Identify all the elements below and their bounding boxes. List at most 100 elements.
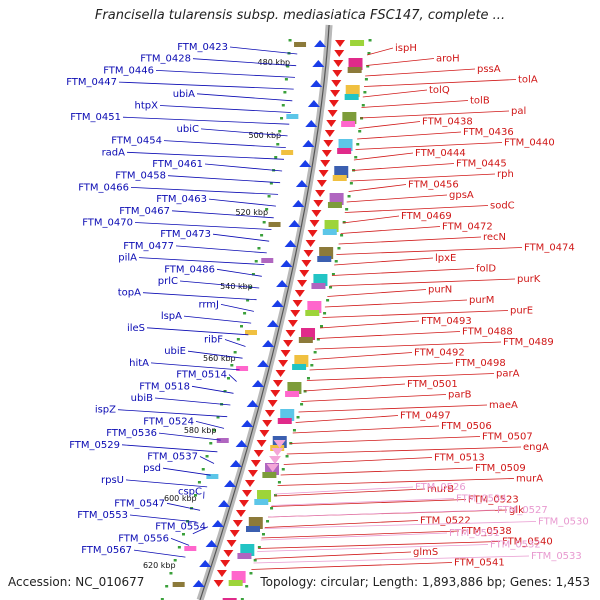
- gene-label: FTM_0469: [401, 211, 452, 222]
- gene-leader-line: [154, 397, 231, 406]
- gene-label: FTM_0492: [414, 348, 465, 359]
- gene-leader-line: [183, 315, 252, 324]
- strand-arrow-plus: [320, 160, 331, 167]
- ring-dot: [173, 559, 177, 562]
- gene-label: tolB: [470, 96, 490, 107]
- strand-arrow-plus: [262, 420, 273, 427]
- gene-block: [281, 150, 294, 155]
- strand-arrow-minus: [305, 120, 318, 127]
- gene-block: [261, 258, 274, 263]
- gene-label: FTM_0440: [504, 138, 555, 149]
- gene-label: ubiB: [131, 393, 153, 404]
- ring-dot: [201, 468, 205, 471]
- gene-leader-line: [346, 194, 448, 203]
- gene-label: FTM_0554: [155, 522, 206, 533]
- gene-leader-line: [314, 341, 502, 350]
- gene-label: FTM_0567: [81, 545, 132, 556]
- ring-dot: [270, 507, 274, 510]
- gene-leader-line: [187, 350, 243, 359]
- gene-label: glmS: [413, 547, 438, 558]
- ring-dot: [216, 416, 220, 419]
- gene-label: parB: [448, 390, 472, 401]
- gene-leader-line: [134, 222, 272, 230]
- strand-arrow-plus: [318, 170, 329, 177]
- strand-arrow-minus: [302, 140, 315, 147]
- gene-label: FTM_0447: [66, 77, 117, 88]
- gene-label: FTM_0458: [115, 171, 166, 182]
- gene-label: rpsU: [101, 475, 124, 486]
- gene-label: FTM_0522: [420, 516, 471, 527]
- ring-dot: [363, 91, 367, 94]
- strand-arrow-plus: [283, 340, 294, 347]
- gene-leader-line: [271, 499, 467, 507]
- gene-label: FTM_0436: [463, 127, 514, 138]
- gene-label: FTM_0534: [456, 494, 507, 505]
- gene-leader-line: [298, 404, 488, 413]
- strand-arrow-plus: [226, 540, 237, 547]
- ring-dot: [284, 78, 288, 81]
- gene-leader-line: [292, 425, 440, 434]
- gene-leader-line: [216, 268, 262, 277]
- gene-block: [294, 42, 307, 47]
- ring-dot: [337, 247, 341, 250]
- strand-arrow-plus: [292, 300, 303, 307]
- strand-arrow-plus: [323, 140, 334, 147]
- ring-dot: [342, 221, 346, 224]
- gene-leader-line: [317, 331, 461, 339]
- ring-dot: [249, 572, 253, 575]
- gene-label: FTM_0446: [103, 65, 154, 76]
- gene-leader-line: [163, 140, 286, 148]
- gene-block: [216, 438, 229, 443]
- gene-label: rph: [497, 169, 514, 180]
- ring-dot: [276, 143, 280, 146]
- gene-label: FTM_0501: [407, 379, 458, 390]
- gene-leader-line: [195, 421, 225, 429]
- strand-arrow-minus: [199, 560, 212, 567]
- gene-label: pilA: [118, 253, 137, 264]
- ring-dot: [334, 260, 338, 263]
- strand-arrow-minus: [262, 340, 275, 347]
- ring-dot: [278, 130, 282, 133]
- strand-arrow-plus: [313, 200, 324, 207]
- ring-dot: [261, 533, 265, 536]
- ring-dot: [253, 559, 257, 562]
- gene-label: FTM_0507: [482, 432, 533, 443]
- strand-arrow-minus: [280, 260, 293, 267]
- gene-leader-line: [322, 310, 509, 318]
- gene-label: FTM_0454: [111, 136, 162, 147]
- gene-label: FTM_0472: [442, 222, 493, 233]
- gene-label: purM: [469, 295, 494, 306]
- scale-label: 580 kbp: [184, 426, 217, 435]
- strand-arrow-plus: [267, 400, 278, 407]
- gene-block: [311, 283, 326, 289]
- gene-label: FTM_0488: [462, 327, 513, 338]
- gene-label: FTM_0531: [449, 528, 500, 539]
- ring-dot: [319, 325, 323, 328]
- ring-dot: [354, 156, 358, 159]
- gene-label: FTM_0506: [441, 421, 492, 432]
- gene-label: murA: [516, 474, 543, 485]
- ring-dot: [345, 208, 349, 211]
- gene-leader-line: [289, 436, 481, 444]
- gene-leader-line: [162, 467, 211, 476]
- gene-leader-line: [220, 304, 254, 312]
- gene-label: FTM_0532: [490, 540, 541, 551]
- gene-leader-line: [362, 89, 428, 98]
- strand-arrow-plus: [275, 370, 286, 377]
- gene-block: [341, 121, 356, 127]
- strand-arrow-plus: [220, 560, 231, 567]
- gene-label: FTM_0541: [454, 558, 505, 569]
- gene-label: lpxE: [435, 253, 456, 264]
- gene-leader-line: [309, 362, 454, 371]
- gene-label: ispZ: [95, 405, 116, 416]
- gene-leader-line: [283, 457, 433, 465]
- ring-dot: [368, 39, 372, 42]
- gene-label: sodC: [490, 201, 515, 212]
- gene-label: FTM_0474: [524, 243, 575, 254]
- ring-dot: [165, 585, 169, 588]
- gene-leader-line: [275, 486, 414, 495]
- gene-block: [245, 526, 260, 532]
- ring-dot: [274, 156, 278, 159]
- ring-dot: [230, 364, 234, 367]
- ring-dot: [269, 182, 273, 185]
